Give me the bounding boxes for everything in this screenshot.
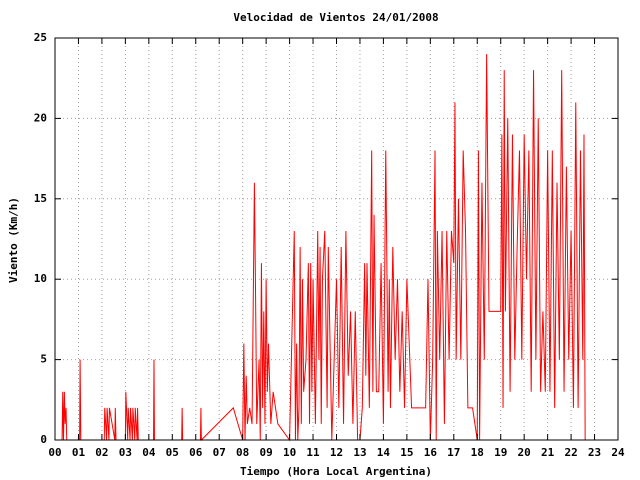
x-tick-label: 00 [48, 446, 61, 459]
wind-line [61, 54, 586, 442]
y-tick-label: 25 [34, 31, 47, 44]
y-tick-label: 0 [40, 433, 47, 446]
x-tick-label: 07 [213, 446, 226, 459]
x-tick-label: 14 [377, 446, 391, 459]
x-tick-label: 08 [236, 446, 249, 459]
x-tick-label: 24 [611, 446, 625, 459]
y-tick-label: 10 [34, 272, 47, 285]
x-tick-label: 06 [189, 446, 203, 459]
x-tick-label: 19 [494, 446, 507, 459]
y-axis-label: Viento (Km/h) [7, 197, 20, 283]
x-tick-label: 16 [424, 446, 438, 459]
x-tick-label: 10 [283, 446, 296, 459]
y-tick-label: 15 [34, 192, 47, 205]
x-tick-label: 12 [330, 446, 343, 459]
x-tick-label: 04 [142, 446, 156, 459]
x-tick-label: 13 [353, 446, 366, 459]
y-tick-label: 5 [40, 353, 47, 366]
x-tick-label: 23 [588, 446, 601, 459]
x-tick-label: 18 [471, 446, 484, 459]
grid [54, 37, 619, 441]
x-tick-label: 03 [119, 446, 132, 459]
x-tick-label: 21 [541, 446, 555, 459]
x-tick-label: 09 [260, 446, 273, 459]
x-tick-label: 17 [447, 446, 460, 459]
x-tick-label: 20 [518, 446, 531, 459]
x-tick-label: 05 [166, 446, 179, 459]
x-tick-label: 01 [72, 446, 86, 459]
x-tick-label: 22 [564, 446, 577, 459]
plot [61, 54, 586, 442]
chart-title: Velocidad de Vientos 24/01/2008 [233, 11, 438, 24]
x-tick-label: 02 [95, 446, 108, 459]
x-tick-label: 11 [306, 446, 320, 459]
y-tick-label: 20 [34, 111, 47, 124]
x-axis-label: Tiempo (Hora Local Argentina) [240, 465, 432, 478]
x-tick-label: 15 [400, 446, 413, 459]
